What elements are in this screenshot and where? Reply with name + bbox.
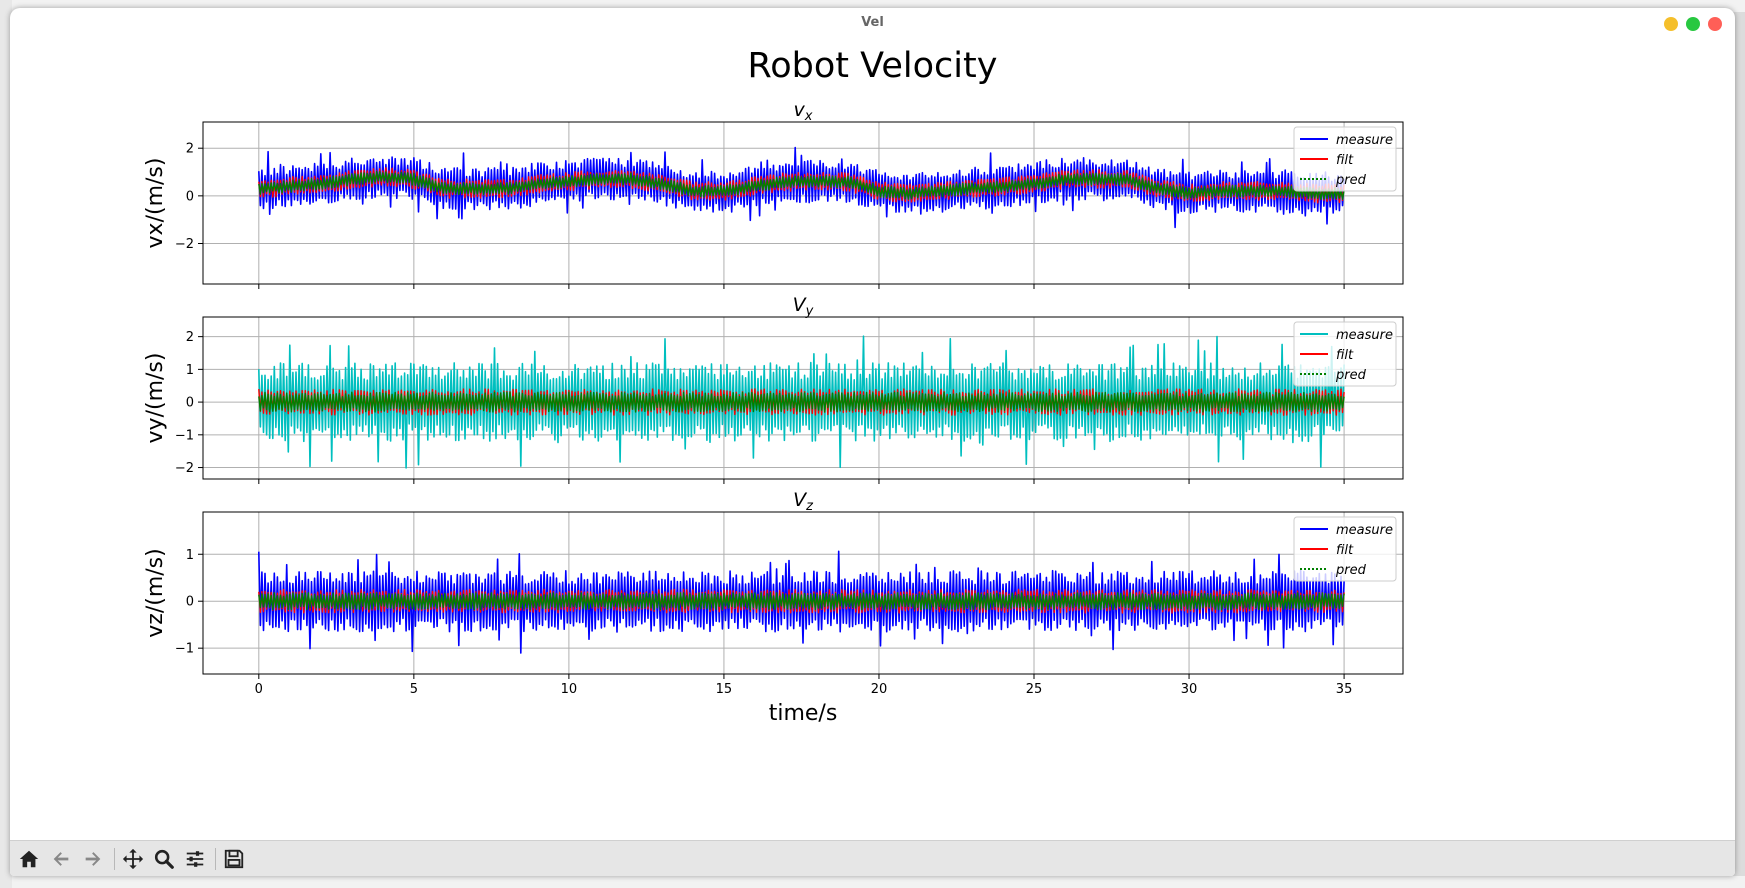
legend-label: pred bbox=[1335, 368, 1367, 383]
legend-label: filt bbox=[1336, 543, 1354, 558]
legend: measure filt pred bbox=[1293, 321, 1397, 387]
pan-icon bbox=[122, 848, 144, 870]
y-tick-label: 2 bbox=[186, 330, 194, 345]
figure-title: Robot Velocity bbox=[747, 46, 998, 86]
pan-button[interactable] bbox=[120, 846, 146, 872]
save-button[interactable] bbox=[221, 846, 247, 872]
legend-label: pred bbox=[1335, 563, 1367, 578]
plot-canvas[interactable]: 20−2vxvx/(m/s)measurefiltpred210−1−2Vyvy… bbox=[10, 8, 1735, 840]
legend-box bbox=[1293, 516, 1397, 582]
y-axis-label: vy/(m/s) bbox=[143, 353, 168, 444]
title-bar[interactable]: Vel bbox=[10, 8, 1735, 38]
legend-box bbox=[1293, 126, 1397, 192]
axes-frame bbox=[202, 511, 1404, 675]
series-pred-line bbox=[258, 391, 1345, 413]
x-tick-label: 5 bbox=[410, 682, 418, 697]
save-icon bbox=[224, 849, 244, 869]
legend-label: filt bbox=[1336, 348, 1354, 363]
legend-box bbox=[1293, 321, 1397, 387]
y-tick-label: 1 bbox=[186, 363, 194, 378]
background-window-edge bbox=[0, 0, 12, 888]
subplot-vz[interactable]: 0 5 10 15 20 25 30 3510−1Vzvz/(m/s)measurefiltp… bbox=[143, 489, 1404, 697]
back-icon bbox=[53, 852, 69, 866]
legend-label: measure bbox=[1336, 328, 1393, 343]
legend-label: measure bbox=[1336, 133, 1393, 148]
toolbar-separator bbox=[215, 848, 216, 870]
y-tick-label: −1 bbox=[175, 642, 194, 657]
background-window-bottom bbox=[12, 876, 1745, 888]
series-pred-line bbox=[258, 170, 1345, 200]
axes-frame bbox=[202, 121, 1404, 285]
configure-subplots-button[interactable] bbox=[182, 846, 208, 872]
toolbar-separator bbox=[114, 848, 115, 870]
legend-label: measure bbox=[1336, 523, 1393, 538]
series-pred-line bbox=[258, 592, 1345, 611]
zoom-icon bbox=[154, 849, 174, 869]
y-tick-label: 2 bbox=[186, 142, 194, 157]
legend-label: pred bbox=[1335, 173, 1367, 188]
navigation-toolbar bbox=[10, 840, 1735, 876]
axes-frame bbox=[202, 316, 1404, 480]
forward-icon bbox=[85, 852, 101, 866]
subplot-title: Vy bbox=[793, 294, 814, 319]
legend: measure filt pred bbox=[1293, 126, 1397, 192]
maximize-button[interactable] bbox=[1686, 17, 1700, 31]
y-tick-label: 0 bbox=[186, 595, 194, 610]
y-tick-label: −2 bbox=[175, 237, 194, 252]
x-tick-label: 20 bbox=[871, 682, 888, 697]
x-tick-label: 0 bbox=[255, 682, 263, 697]
y-tick-label: 0 bbox=[186, 189, 194, 204]
subplot-vx[interactable]: 2 0 −2 vx vx/(m/s) measure filt pred bbox=[143, 99, 1404, 289]
x-tick-label: 10 bbox=[561, 682, 578, 697]
back-button[interactable] bbox=[48, 846, 74, 872]
y-tick-label: 1 bbox=[186, 548, 194, 563]
y-tick-label: −2 bbox=[175, 461, 194, 476]
y-axis-label: vz/(m/s) bbox=[143, 548, 168, 637]
zoom-button[interactable] bbox=[151, 846, 177, 872]
y-tick-label: 0 bbox=[186, 396, 194, 411]
subplot-title: Vz bbox=[793, 489, 814, 514]
x-tick-label: 25 bbox=[1026, 682, 1043, 697]
configure-icon bbox=[186, 851, 204, 867]
subplot-title: vx bbox=[794, 99, 813, 124]
x-axis-label: time/s bbox=[769, 701, 838, 726]
subplot-vy[interactable]: 2 1 0 −1 −2 Vy vy/(m/s) measure filt pred bbox=[143, 294, 1404, 484]
home-icon bbox=[19, 850, 39, 868]
x-tick-label: 15 bbox=[716, 682, 733, 697]
y-axis-label: vx/(m/s) bbox=[143, 158, 168, 249]
home-button[interactable] bbox=[16, 846, 42, 872]
legend-label: filt bbox=[1336, 153, 1354, 168]
close-button[interactable] bbox=[1708, 17, 1722, 31]
x-tick-label: 35 bbox=[1336, 682, 1353, 697]
forward-button[interactable] bbox=[80, 846, 106, 872]
y-tick-label: −1 bbox=[175, 428, 194, 443]
minimize-button[interactable] bbox=[1664, 17, 1678, 31]
legend: measure filt pred bbox=[1293, 516, 1397, 582]
x-tick-label: 30 bbox=[1181, 682, 1198, 697]
figure-window: Vel Robot Velocity 2 0 −2 vx vx/(m/s) measure… bbox=[10, 8, 1735, 876]
window-title: Vel bbox=[861, 15, 884, 30]
